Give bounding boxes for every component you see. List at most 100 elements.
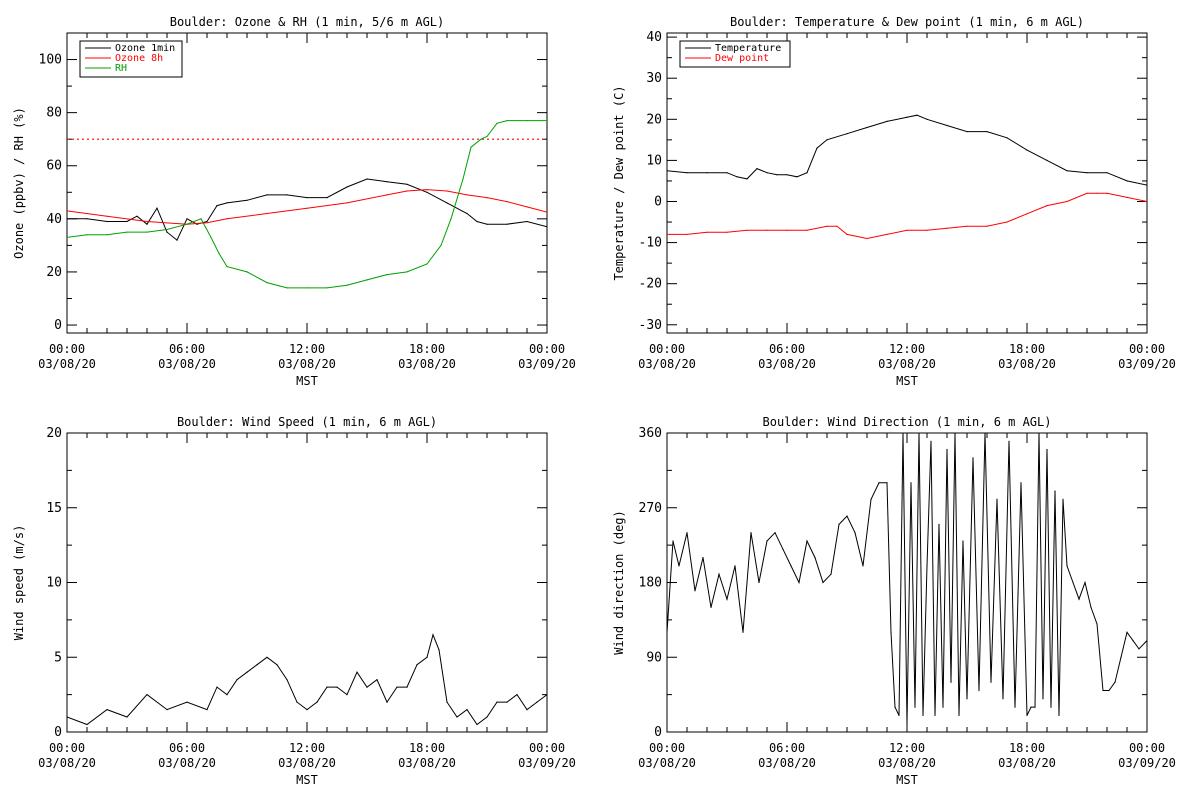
- data-point: [476, 723, 478, 726]
- data-point: [672, 540, 674, 542]
- data-point: [1108, 689, 1110, 692]
- data-point: [706, 231, 708, 233]
- data-point: [386, 181, 388, 183]
- data-point: [1146, 200, 1147, 203]
- data-point: [176, 239, 178, 241]
- data-point: [326, 197, 328, 199]
- data-point: [1106, 172, 1108, 174]
- data-point: [1066, 565, 1068, 567]
- data-point: [266, 656, 268, 658]
- data-point: [526, 709, 528, 711]
- data-point: [386, 701, 388, 703]
- data-point: [706, 172, 708, 174]
- data-point: [926, 118, 928, 120]
- data-point: [966, 698, 968, 700]
- data-point: [1096, 192, 1098, 194]
- data-point: [1146, 184, 1147, 186]
- series-line-line-1: [67, 633, 547, 726]
- data-point: [866, 237, 868, 240]
- data-point: [206, 709, 208, 711]
- data-point: [438, 649, 440, 651]
- data-point: [1120, 656, 1122, 658]
- legend-box: [79, 40, 183, 78]
- data-point: [516, 694, 518, 696]
- data-point: [686, 233, 688, 235]
- data-point: [506, 201, 508, 203]
- y-tick-label: 0: [54, 318, 62, 333]
- x-tick-label-date: 03/08/20: [998, 357, 1056, 371]
- data-point: [156, 207, 158, 209]
- data-point: [946, 124, 948, 127]
- data-point: [1066, 200, 1068, 203]
- x-tick-label-date: 03/08/20: [878, 357, 936, 371]
- data-point: [396, 686, 398, 688]
- y-tick-label: 90: [646, 650, 662, 665]
- data-point: [67, 218, 68, 220]
- data-point: [922, 714, 924, 717]
- data-point: [902, 433, 904, 434]
- data-point: [136, 215, 138, 217]
- chart-title: Boulder: Wind Speed (1 min, 6 m AGL): [177, 415, 437, 429]
- series-line-rh: [67, 120, 547, 289]
- data-point: [236, 679, 238, 681]
- data-point: [984, 433, 986, 434]
- data-point: [826, 225, 828, 227]
- x-tick-label-time: 00:00: [649, 741, 685, 755]
- x-tick-label-time: 18:00: [1009, 342, 1045, 356]
- data-point: [906, 116, 908, 118]
- y-tick-label: -30: [639, 318, 662, 333]
- data-point: [546, 226, 547, 228]
- data-point: [1126, 196, 1128, 198]
- data-point: [480, 138, 482, 140]
- y-tick-label: 30: [646, 71, 662, 86]
- x-tick-label-date: 03/08/20: [398, 756, 456, 770]
- data-point: [226, 202, 228, 204]
- data-point: [266, 212, 268, 215]
- data-point: [1078, 598, 1080, 600]
- data-point: [286, 679, 288, 681]
- data-point: [246, 671, 248, 673]
- y-axis-label: Wind direction (deg): [612, 510, 626, 655]
- data-point: [746, 229, 748, 231]
- y-tick-label: 40: [46, 212, 62, 227]
- data-point: [456, 716, 458, 718]
- data-point: [466, 194, 468, 196]
- data-point: [106, 709, 108, 711]
- data-point: [1102, 689, 1104, 692]
- data-point: [306, 287, 308, 289]
- data-point: [466, 212, 468, 215]
- data-point: [466, 709, 468, 711]
- data-point: [366, 178, 368, 180]
- chart-title: Boulder: Wind Direction (1 min, 6 m AGL): [763, 415, 1052, 429]
- y-tick-label: 20: [646, 112, 662, 127]
- data-point: [776, 174, 778, 176]
- data-point: [798, 581, 800, 584]
- data-point: [67, 716, 68, 718]
- x-tick-label-date: 03/09/20: [1118, 357, 1176, 371]
- data-point: [726, 231, 728, 233]
- data-point: [216, 205, 218, 207]
- y-tick-label: 0: [654, 725, 662, 740]
- data-point: [306, 207, 308, 209]
- data-point: [836, 225, 838, 227]
- x-tick-label-time: 00:00: [1129, 342, 1165, 356]
- data-point: [890, 631, 892, 633]
- data-point: [1050, 706, 1052, 708]
- x-tick-label-time: 00:00: [49, 741, 85, 755]
- data-point: [934, 714, 936, 717]
- series-line-temperature: [667, 114, 1147, 186]
- data-point: [526, 206, 528, 208]
- x-tick-label-time: 12:00: [889, 342, 925, 356]
- data-point: [734, 565, 736, 567]
- data-point: [210, 236, 212, 238]
- data-point: [886, 482, 888, 484]
- data-point: [1030, 706, 1032, 708]
- data-point: [742, 631, 744, 633]
- x-tick-label-date: 03/08/20: [998, 756, 1056, 770]
- data-point: [1054, 490, 1056, 492]
- data-point: [426, 189, 428, 191]
- data-point: [146, 231, 148, 233]
- data-point: [416, 664, 418, 666]
- x-tick-label-date: 03/08/20: [158, 357, 216, 371]
